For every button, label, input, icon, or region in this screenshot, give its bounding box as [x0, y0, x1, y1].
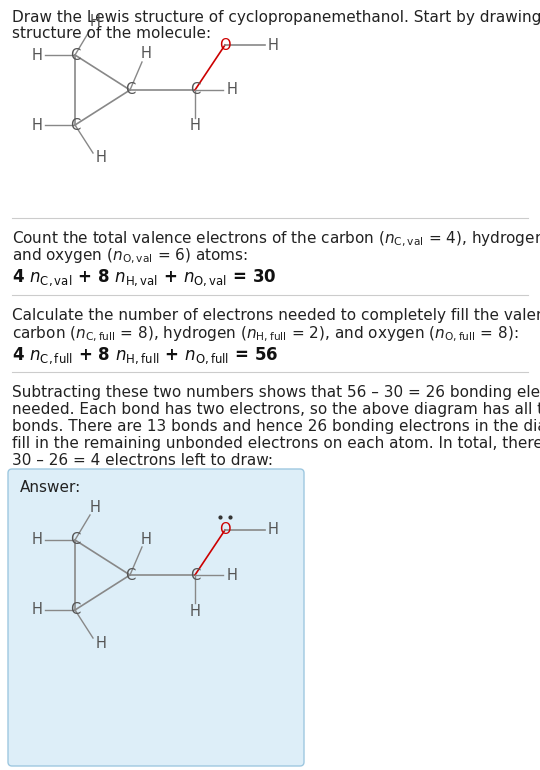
Text: H: H — [267, 523, 279, 537]
Text: C: C — [70, 602, 80, 618]
Text: 4 $n_{\rm C,full}$ + 8 $n_{\rm H,full}$ + $n_{\rm O,full}$ = 56: 4 $n_{\rm C,full}$ + 8 $n_{\rm H,full}$ … — [12, 345, 278, 366]
Text: O: O — [219, 523, 231, 537]
FancyBboxPatch shape — [8, 469, 304, 766]
Text: Draw the Lewis structure of cyclopropanemethanol. Start by drawing the overall: Draw the Lewis structure of cyclopropane… — [12, 10, 540, 25]
Text: Count the total valence electrons of the carbon ($n_{\rm C,val}$ = 4), hydrogen : Count the total valence electrons of the… — [12, 230, 540, 249]
Text: H: H — [140, 531, 151, 547]
Text: H: H — [31, 48, 43, 62]
Text: Answer:: Answer: — [20, 480, 81, 495]
Text: C: C — [125, 82, 135, 98]
Text: H: H — [267, 38, 279, 52]
Text: 4 $n_{\rm C,val}$ + 8 $n_{\rm H,val}$ + $n_{\rm O,val}$ = 30: 4 $n_{\rm C,val}$ + 8 $n_{\rm H,val}$ + … — [12, 267, 276, 288]
Text: needed. Each bond has two electrons, so the above diagram has all the necessary: needed. Each bond has two electrons, so … — [12, 402, 540, 417]
Text: H: H — [190, 119, 200, 133]
Text: H: H — [31, 602, 43, 618]
Text: Calculate the number of electrons needed to completely fill the valence shells f: Calculate the number of electrons needed… — [12, 308, 540, 323]
Text: bonds. There are 13 bonds and hence 26 bonding electrons in the diagram. Lastly,: bonds. There are 13 bonds and hence 26 b… — [12, 419, 540, 434]
Text: C: C — [70, 48, 80, 62]
Text: C: C — [190, 82, 200, 98]
Text: O: O — [219, 38, 231, 52]
Text: carbon ($n_{\rm C,full}$ = 8), hydrogen ($n_{\rm H,full}$ = 2), and oxygen ($n_{: carbon ($n_{\rm C,full}$ = 8), hydrogen … — [12, 325, 518, 344]
Text: H: H — [140, 46, 151, 62]
Text: H: H — [90, 15, 100, 29]
Text: C: C — [190, 567, 200, 582]
Text: H: H — [227, 82, 238, 98]
Text: fill in the remaining unbonded electrons on each atom. In total, there remain: fill in the remaining unbonded electrons… — [12, 436, 540, 451]
Text: C: C — [70, 118, 80, 132]
Text: H: H — [227, 567, 238, 582]
Text: structure of the molecule:: structure of the molecule: — [12, 26, 211, 41]
Text: H: H — [96, 150, 106, 166]
Text: H: H — [96, 635, 106, 651]
Text: and oxygen ($n_{\rm O,val}$ = 6) atoms:: and oxygen ($n_{\rm O,val}$ = 6) atoms: — [12, 247, 248, 266]
Text: H: H — [90, 500, 100, 514]
Text: H: H — [31, 118, 43, 132]
Text: H: H — [190, 604, 200, 618]
Text: Subtracting these two numbers shows that 56 – 30 = 26 bonding electrons are: Subtracting these two numbers shows that… — [12, 385, 540, 400]
Text: C: C — [125, 567, 135, 582]
Text: 30 – 26 = 4 electrons left to draw:: 30 – 26 = 4 electrons left to draw: — [12, 453, 273, 468]
Text: C: C — [70, 533, 80, 547]
Text: H: H — [31, 533, 43, 547]
